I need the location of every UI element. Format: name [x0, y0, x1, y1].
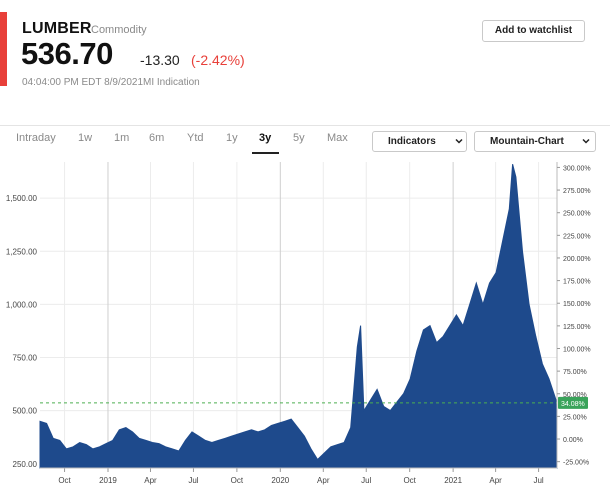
chart-type-label: Mountain-Chart	[490, 136, 564, 147]
tab-intraday[interactable]: Intraday	[16, 132, 56, 144]
y-tick-label: 1,500.00	[6, 194, 38, 203]
chart-type-dropdown[interactable]: Mountain-Chart	[474, 131, 596, 152]
y-right-tick-label: 200.00%	[563, 256, 591, 263]
price-change-percent: (-2.42%)	[191, 52, 245, 68]
x-tick-label: Apr	[317, 476, 330, 485]
tab-ytd[interactable]: Ytd	[187, 132, 204, 144]
chart-toolbar: Intraday 1w 1m 6m Ytd 1y 3y 5y Max Indic…	[0, 125, 610, 155]
series-area	[39, 163, 558, 469]
tab-1m[interactable]: 1m	[114, 132, 130, 144]
y-right-tick-label: -25.00%	[563, 460, 589, 467]
last-price: 536.70	[21, 36, 113, 71]
x-axis: Oct 2019 Apr Jul Oct 2020 Apr Jul Oct 2021 Apr Jul	[40, 467, 557, 485]
y-tick-label: 1,250.00	[6, 247, 38, 256]
y-right-tick-label: 225.00%	[563, 233, 591, 240]
x-tick-label: 2021	[444, 476, 462, 485]
y-axis-right: 300.00% 275.00% 250.00% 225.00% 200.00% 175.0…	[556, 162, 591, 468]
tab-6m[interactable]: 6m	[149, 132, 165, 144]
y-right-tick-label: 0.00%	[563, 437, 583, 444]
x-tick-label: 2020	[271, 476, 289, 485]
x-tick-label: Oct	[403, 476, 416, 485]
y-right-tick-label: 100.00%	[563, 346, 591, 353]
y-right-tick-label: 250.00%	[563, 211, 591, 218]
x-tick-label: 2019	[99, 476, 117, 485]
y-tick-label: 500.00	[13, 407, 38, 416]
x-tick-label: Oct	[231, 476, 244, 485]
y-tick-label: 1,000.00	[6, 300, 38, 309]
reference-badge	[558, 396, 588, 409]
indicators-label: Indicators	[388, 136, 436, 147]
reference-line: 34.08%	[40, 396, 588, 409]
asset-type-label: Commodity	[91, 24, 147, 36]
y-right-tick-label: 50.00%	[563, 392, 587, 399]
tab-3y[interactable]: 3y	[259, 132, 272, 144]
active-tab-indicator	[252, 152, 279, 154]
chevron-down-icon	[582, 138, 590, 144]
x-tick-label: Jul	[188, 476, 198, 485]
x-tick-label: Apr	[144, 476, 157, 485]
indicators-dropdown[interactable]: Indicators	[372, 131, 467, 152]
tab-1w[interactable]: 1w	[78, 132, 93, 144]
y-right-tick-label: 175.00%	[563, 279, 591, 286]
y-right-tick-label: 25.00%	[563, 414, 587, 421]
y-tick-label: 250.00	[13, 460, 38, 469]
y-right-tick-label: 150.00%	[563, 301, 591, 308]
x-tick-label: Jul	[533, 476, 543, 485]
x-tick-label: Oct	[58, 476, 71, 485]
price-chart[interactable]: 34.08% Oct 2019 Apr Jul Oct 2020 Apr Jul Oct 2021…	[0, 160, 610, 496]
chevron-down-icon	[455, 138, 463, 144]
chart-area-series	[39, 163, 558, 469]
y-right-tick-label: 125.00%	[563, 324, 591, 331]
y-right-tick-label: 300.00%	[563, 165, 591, 172]
add-to-watchlist-button[interactable]: Add to watchlist	[482, 20, 585, 42]
y-tick-label: 750.00	[13, 354, 38, 363]
y-right-tick-label: 275.00%	[563, 188, 591, 195]
x-tick-label: Apr	[489, 476, 502, 485]
y-right-tick-label: 75.00%	[563, 369, 587, 376]
y-axis-left: 1,500.00 1,250.00 1,000.00 750.00 500.00 250.…	[6, 194, 38, 469]
tab-1y[interactable]: 1y	[226, 132, 238, 144]
accent-bar	[0, 12, 7, 86]
symbol-title: LUMBER	[22, 20, 92, 37]
quote-timestamp: 04:04:00 PM EDT 8/9/2021	[22, 77, 144, 88]
reference-badge-label: 34.08%	[561, 401, 585, 408]
tab-max[interactable]: Max	[327, 132, 348, 144]
price-change: -13.30	[140, 52, 180, 68]
x-tick-label: Jul	[361, 476, 371, 485]
tab-5y[interactable]: 5y	[293, 132, 305, 144]
quote-source: MI Indication	[143, 77, 200, 88]
